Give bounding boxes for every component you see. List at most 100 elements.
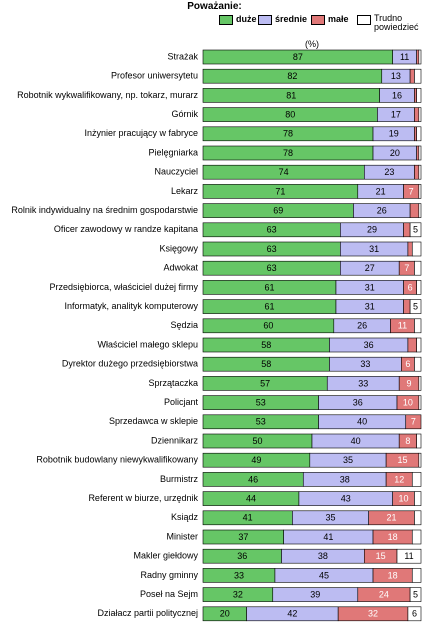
bar-segment — [403, 299, 411, 314]
bar-segment — [409, 222, 422, 238]
category-label: Radny gminny — [140, 570, 198, 580]
value-label: 31 — [365, 282, 375, 292]
bar-segment — [411, 241, 422, 257]
category-label: Ksiądz — [171, 512, 199, 522]
bar-segment — [396, 548, 422, 564]
value-label: 49 — [251, 455, 261, 465]
value-label: 33 — [358, 378, 368, 388]
value-label: 33 — [234, 570, 244, 580]
category-label: Sędzia — [170, 320, 198, 330]
value-label: 10 — [399, 493, 409, 503]
legend-swatch — [357, 15, 371, 25]
value-label: 32 — [368, 609, 378, 619]
value-label: 58 — [261, 359, 271, 369]
bar-segment — [418, 164, 422, 180]
bar-segment — [414, 107, 420, 122]
value-label: 12 — [394, 474, 404, 484]
legend-swatch — [311, 15, 325, 25]
value-label: 61 — [264, 301, 274, 311]
value-label: 7 — [411, 417, 416, 427]
value-label: 11 — [404, 551, 413, 561]
bar-segment — [414, 356, 422, 372]
value-label: 78 — [283, 148, 293, 158]
bar-segment — [409, 203, 420, 218]
value-label: 63 — [267, 225, 277, 235]
value-label: 7 — [404, 263, 409, 273]
value-label: 6 — [405, 359, 410, 369]
category-label: Makler giełdowy — [133, 551, 198, 561]
category-label: Sprzątaczka — [148, 378, 198, 388]
bar-segment — [418, 395, 422, 410]
value-label: 19 — [389, 129, 399, 139]
value-label: 60 — [263, 321, 273, 331]
legend-label: małe — [328, 14, 349, 24]
value-label: 36 — [353, 397, 363, 407]
value-label: 43 — [341, 493, 351, 503]
bar-segment — [411, 529, 422, 545]
bar-segment — [414, 318, 422, 334]
category-label: Nauczyciel — [154, 167, 198, 177]
bar-segment — [403, 222, 411, 238]
bar-segment — [416, 433, 422, 449]
value-label: 5 — [413, 589, 418, 599]
value-label: 63 — [267, 244, 277, 254]
value-label: 31 — [369, 244, 379, 254]
value-label: 10 — [403, 397, 413, 407]
bar-segment — [409, 587, 422, 602]
value-label: 26 — [357, 321, 367, 331]
value-label: 27 — [365, 263, 375, 273]
value-label: 53 — [256, 417, 266, 427]
value-label: 39 — [310, 589, 320, 599]
value-label: 80 — [285, 109, 295, 119]
value-label: 24 — [379, 589, 389, 599]
value-label: 37 — [238, 532, 248, 542]
value-label: 41 — [323, 532, 333, 542]
legend-swatch — [258, 15, 272, 25]
bar-segment — [418, 49, 422, 65]
subtitle: (%) — [305, 39, 319, 49]
legend-label: Trudno powiedzieć — [374, 13, 419, 32]
value-label: 16 — [392, 90, 402, 100]
value-label: 58 — [261, 340, 271, 350]
value-label: 17 — [391, 109, 401, 119]
value-label: 81 — [286, 90, 296, 100]
value-label: 21 — [376, 186, 386, 196]
value-label: 50 — [252, 436, 262, 446]
bar-segment — [418, 145, 422, 161]
bar-segment — [418, 452, 422, 468]
category-label: Dziennikarz — [151, 435, 199, 445]
value-label: 6 — [408, 282, 413, 292]
bar-segment — [418, 184, 422, 199]
category-label: Policjant — [164, 397, 199, 407]
value-label: 46 — [248, 474, 258, 484]
category-label: Adwokat — [163, 263, 198, 273]
category-label: Księgowy — [159, 243, 198, 253]
legend-item: małe — [311, 14, 349, 25]
bar-segment — [418, 107, 422, 122]
legend-title: Poważanie: — [187, 1, 242, 12]
value-label: 20 — [390, 148, 400, 158]
bar-segment — [407, 337, 417, 353]
bar-segment — [414, 164, 420, 180]
bar-segment — [407, 606, 422, 622]
value-label: 42 — [287, 609, 297, 619]
category-label: Oficer zawodowy w randze kapitana — [54, 224, 198, 234]
value-label: 13 — [391, 71, 401, 81]
value-label: 78 — [283, 129, 293, 139]
bar-segment — [411, 568, 422, 583]
value-label: 69 — [273, 205, 283, 215]
value-label: 74 — [279, 167, 289, 177]
category-label: Pielęgniarka — [148, 147, 198, 157]
bar-segment — [418, 203, 422, 218]
bar-segment — [414, 260, 422, 276]
value-label: 63 — [267, 263, 277, 273]
value-label: 29 — [367, 225, 377, 235]
bar-segment — [409, 68, 415, 84]
value-label: 5 — [413, 225, 418, 235]
category-label: Inżynier pracujący w fabryce — [84, 128, 198, 138]
category-label: Rolnik indywidualny na średnim gospodars… — [11, 205, 198, 215]
bar-segment — [411, 472, 422, 487]
category-label: Działacz partii politycznej — [97, 608, 198, 618]
